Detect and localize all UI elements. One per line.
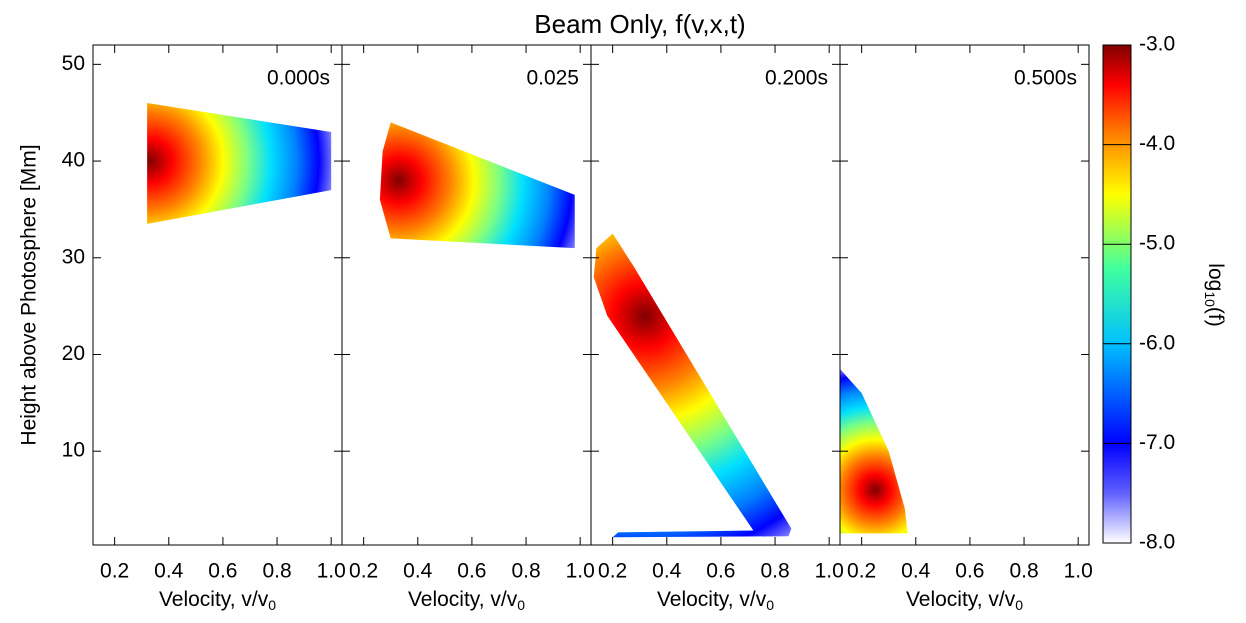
colorbar-tick-label: -7.0 xyxy=(1139,431,1175,454)
x-tick-label: 0.2 xyxy=(847,560,876,583)
x-tick-label: 0.4 xyxy=(901,560,931,583)
x-tick-label: 0.2 xyxy=(349,560,378,583)
x-tick-label: 0.4 xyxy=(652,560,682,583)
x-axis-label-subscript: 0 xyxy=(268,597,276,613)
x-tick-label: 0.6 xyxy=(457,560,486,583)
panel-label: 0.200s xyxy=(765,67,828,90)
beam-distribution xyxy=(379,122,575,249)
x-axis-label: Velocity, v/v0 xyxy=(408,588,525,613)
x-axis-label-subscript: 0 xyxy=(1015,597,1023,613)
panel-label: 0.000s xyxy=(267,67,330,90)
colorbar-tick-label: -3.0 xyxy=(1139,33,1175,56)
y-tick-label: 40 xyxy=(62,149,85,172)
x-axis-label-text: Velocity, v/v xyxy=(906,588,1016,611)
x-tick-label: 1.0 xyxy=(566,560,595,583)
y-tick-label: 10 xyxy=(62,439,85,462)
beam-distribution xyxy=(147,103,332,224)
x-tick-label: 0.2 xyxy=(100,560,129,583)
x-tick-label: 0.6 xyxy=(955,560,984,583)
x-tick-label: 0.6 xyxy=(706,560,735,583)
x-axis-label: Velocity, v/v0 xyxy=(906,588,1023,613)
x-tick-label: 0.8 xyxy=(511,560,540,583)
colorbar-tick-label: -4.0 xyxy=(1139,132,1175,155)
x-tick-label: 0.2 xyxy=(598,560,627,583)
x-tick-label: 1.0 xyxy=(815,560,844,583)
colorbar-label: log10(f) xyxy=(1202,263,1227,326)
x-axis-label-text: Velocity, v/v xyxy=(408,588,518,611)
x-tick-label: 0.4 xyxy=(403,560,433,583)
colorbar-tick-label: -5.0 xyxy=(1139,232,1175,255)
colorbar-tick-label: -6.0 xyxy=(1139,331,1175,354)
x-axis-label-text: Velocity, v/v xyxy=(657,588,767,611)
colorbar-tick-label: -8.0 xyxy=(1139,531,1175,554)
plot-frame xyxy=(839,44,1090,546)
panel-label: 0.025 xyxy=(526,67,579,90)
colorbar xyxy=(1102,44,1132,544)
colorbar-label-subscript: 10 xyxy=(1202,291,1218,307)
y-tick-label: 50 xyxy=(62,52,85,75)
x-tick-label: 0.4 xyxy=(154,560,184,583)
colorbar-label-text: log xyxy=(1204,263,1227,291)
beam-distribution xyxy=(593,233,792,538)
colorbar-label-text: (f) xyxy=(1204,307,1227,327)
x-axis-label-subscript: 0 xyxy=(766,597,774,613)
x-tick-label: 0.8 xyxy=(760,560,789,583)
plot-frame xyxy=(341,44,592,546)
x-axis-label-subscript: 0 xyxy=(517,597,525,613)
x-tick-label: 0.8 xyxy=(262,560,291,583)
x-axis-label: Velocity, v/v0 xyxy=(159,588,276,613)
x-tick-label: 0.8 xyxy=(1009,560,1038,583)
x-tick-label: 0.6 xyxy=(208,560,237,583)
x-axis-label-text: Velocity, v/v xyxy=(159,588,269,611)
y-axis-label: Height above Photosphere [Mm] xyxy=(18,144,41,445)
beam-distribution xyxy=(840,368,908,534)
chart-title: Beam Only, f(v,x,t) xyxy=(534,9,745,39)
y-tick-label: 20 xyxy=(62,342,85,365)
panel-label: 0.500s xyxy=(1014,67,1077,90)
x-axis-label: Velocity, v/v0 xyxy=(657,588,774,613)
y-tick-label: 30 xyxy=(62,245,85,268)
x-tick-label: 1.0 xyxy=(1064,560,1093,583)
x-tick-label: 1.0 xyxy=(317,560,346,583)
